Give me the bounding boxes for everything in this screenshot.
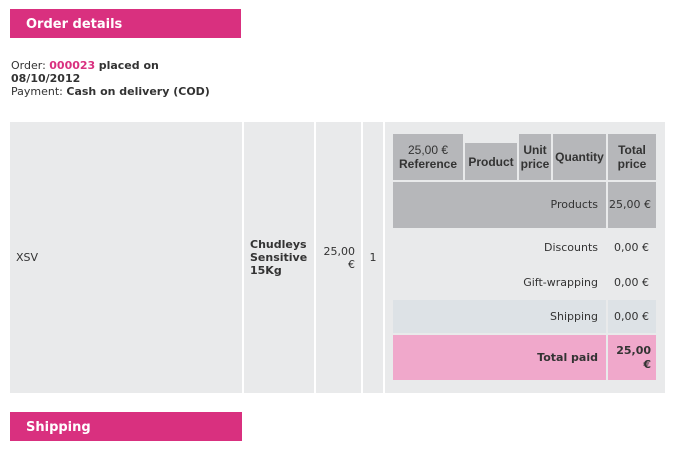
shipping-label: Shipping [393,300,606,333]
shipping-header: Shipping [10,412,242,441]
discounts-label: Discounts [543,240,598,254]
header-quantity: Quantity [553,134,606,180]
header-reference: 25,00 € Reference [393,134,463,180]
product-name: Chudleys Sensitive 15Kg [244,122,314,393]
gift-wrapping-value: 0,00 € [614,275,649,289]
products-value: 25,00 € [608,182,656,228]
discounts-value: 0,00 € [614,240,649,254]
header-product: Product [465,143,517,180]
product-quantity: 1 [363,122,383,393]
order-label: Order: [11,59,46,72]
stray-price: 25,00 € [407,143,449,157]
gift-wrapping-label: Gift-wrapping [523,275,598,289]
order-details-header: Order details [10,9,241,38]
header-unit-price: Unit price [519,134,551,180]
payment-label: Payment: [11,85,63,98]
order-date: 08/10/2012 [11,72,81,85]
order-number[interactable]: 000023 [49,59,96,72]
total-paid-label: Total paid [393,335,606,380]
product-unit-price: 25,00 € [316,122,361,393]
shipping-value: 0,00 € [608,300,656,333]
header-reference-label: Reference [398,157,458,171]
payment-method: Cash on delivery (COD) [66,85,210,98]
products-label: Products [393,182,606,228]
product-reference: XSV [10,122,242,393]
header-total-price: Total price [608,134,656,180]
total-paid-value: 25,00 € [608,335,656,380]
order-info: Order: 000023 placed on 08/10/2012 Payme… [11,59,210,98]
placed-on-label: placed on [98,59,159,72]
